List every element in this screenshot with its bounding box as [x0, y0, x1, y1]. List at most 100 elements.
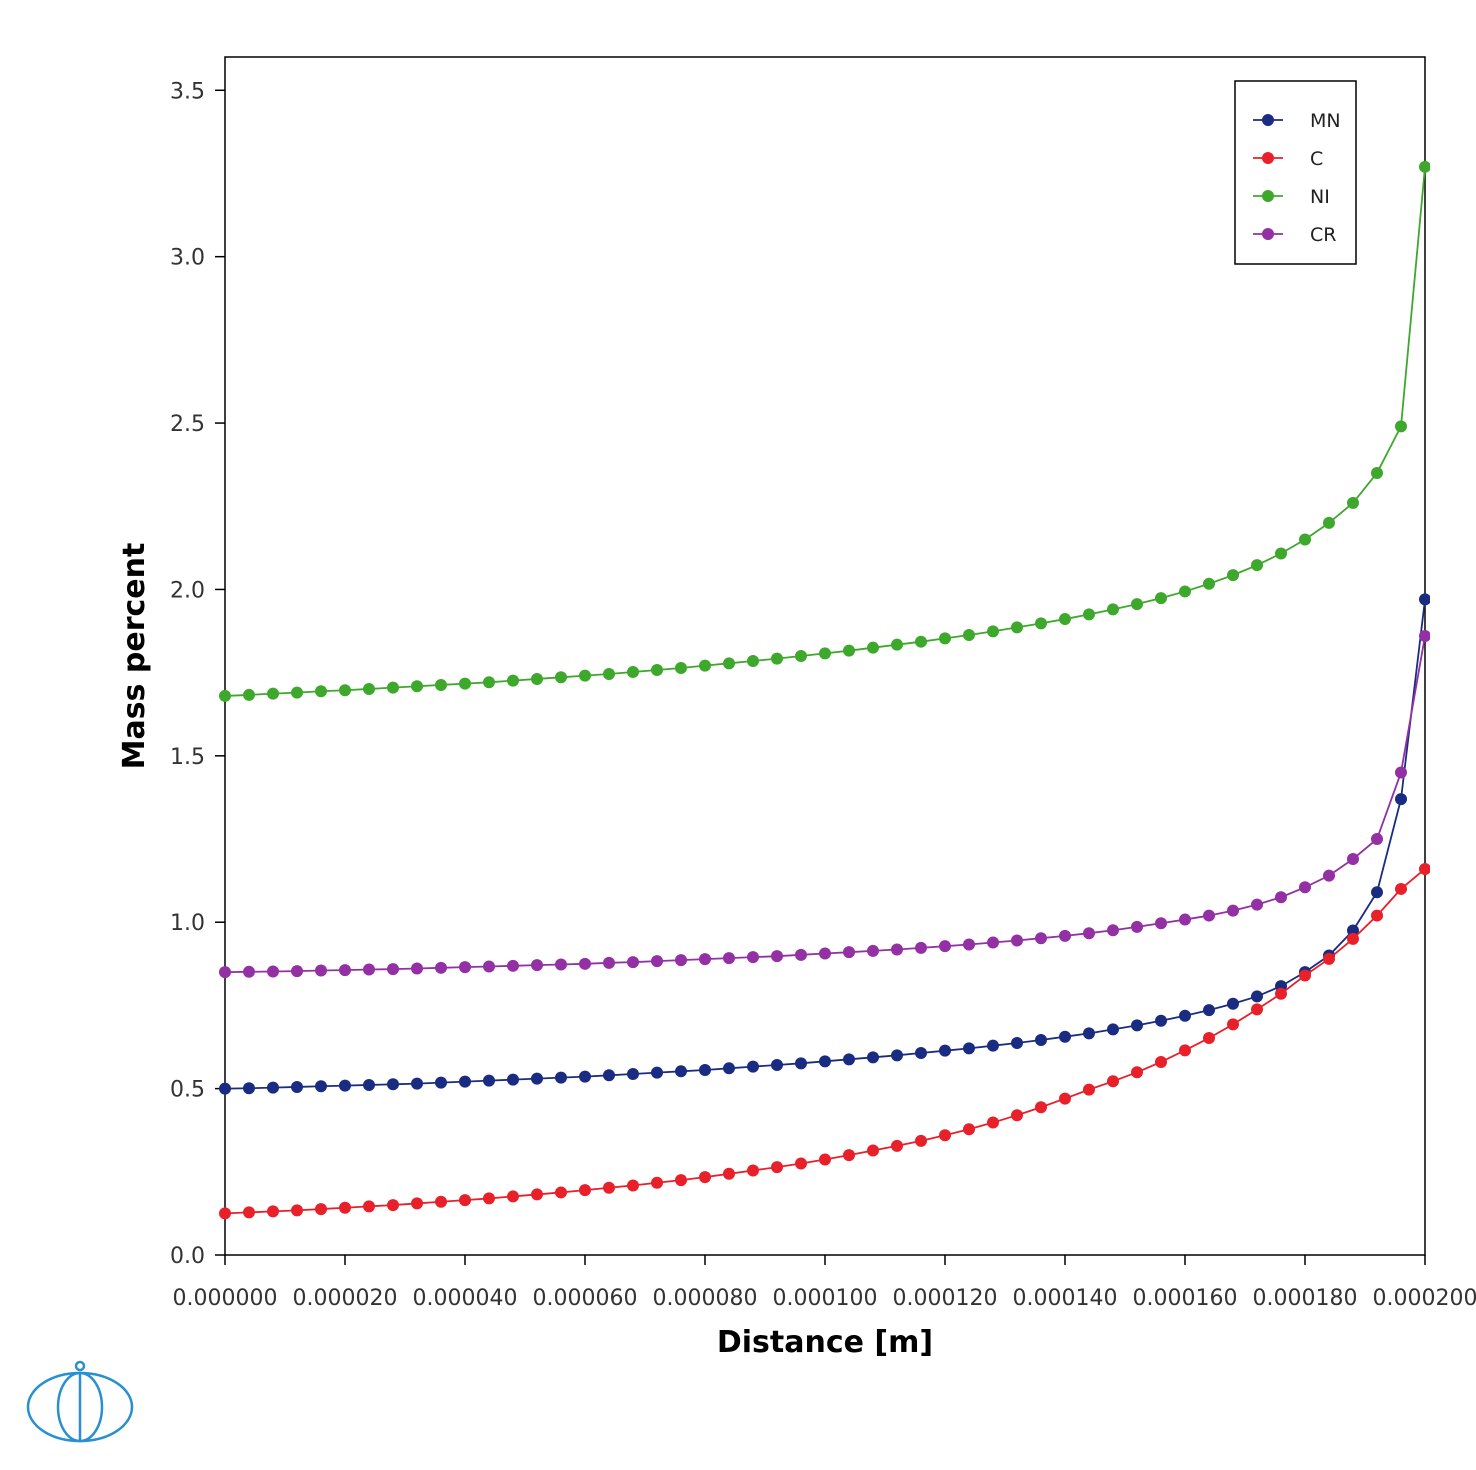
- x-axis-title: Distance [m]: [717, 1325, 933, 1360]
- data-point-ni: [1011, 621, 1023, 634]
- data-point-c: [1059, 1092, 1071, 1105]
- data-point-ni: [1035, 617, 1047, 630]
- data-point-c: [507, 1190, 519, 1203]
- data-point-c: [891, 1139, 903, 1152]
- data-point-mn: [291, 1080, 303, 1093]
- y-tick-label: 1.0: [170, 911, 205, 936]
- data-point-cr: [1419, 630, 1430, 643]
- data-point-mn: [891, 1049, 903, 1062]
- data-point-cr: [1203, 909, 1215, 922]
- data-point-cr: [1011, 934, 1023, 947]
- data-point-ni: [1083, 608, 1095, 621]
- data-point-ni: [891, 638, 903, 651]
- data-point-cr: [1227, 904, 1239, 917]
- data-point-cr: [1155, 917, 1167, 930]
- data-point-ni: [291, 686, 303, 699]
- data-point-mn: [915, 1047, 927, 1060]
- data-point-mn: [1395, 793, 1407, 806]
- data-point-cr: [483, 960, 495, 973]
- data-point-ni: [339, 684, 351, 697]
- data-point-cr: [915, 941, 927, 954]
- x-tick-label: 0.000040: [413, 1286, 518, 1311]
- legend-swatch-marker: [1262, 152, 1274, 164]
- data-point-cr: [795, 948, 807, 961]
- legend-swatch-marker: [1262, 114, 1274, 126]
- data-point-mn: [1131, 1019, 1143, 1032]
- y-axis-title: Mass percent: [117, 543, 152, 770]
- data-point-ni: [1299, 533, 1311, 546]
- data-point-c: [987, 1116, 999, 1129]
- data-point-ni: [531, 672, 543, 685]
- data-point-cr: [747, 951, 759, 964]
- data-point-ni: [987, 625, 999, 638]
- data-point-c: [243, 1206, 255, 1219]
- data-point-c: [459, 1194, 471, 1207]
- data-point-ni: [1371, 466, 1383, 479]
- data-point-c: [1419, 862, 1430, 875]
- y-tick-label: 0.5: [170, 1078, 205, 1103]
- data-point-c: [675, 1174, 687, 1187]
- legend-label: NI: [1310, 186, 1330, 208]
- data-point-c: [363, 1200, 375, 1213]
- data-point-mn: [483, 1074, 495, 1087]
- data-point-cr: [339, 964, 351, 977]
- data-point-c: [339, 1201, 351, 1214]
- legend-item-ni: NI: [1253, 186, 1330, 208]
- data-point-mn: [1419, 593, 1430, 606]
- data-point-ni: [459, 677, 471, 690]
- data-point-cr: [939, 940, 951, 953]
- data-point-c: [387, 1199, 399, 1212]
- data-point-c: [1299, 969, 1311, 982]
- data-point-cr: [819, 947, 831, 960]
- y-axis-ticks: 0.0 0.5 1.0 1.5 2.0 2.5 3.0 3.5: [170, 79, 225, 1269]
- data-point-cr: [603, 956, 615, 969]
- data-point-mn: [1035, 1034, 1047, 1047]
- data-point-mn: [747, 1060, 759, 1073]
- data-point-mn: [267, 1081, 279, 1094]
- data-point-c: [627, 1179, 639, 1192]
- data-point-cr: [435, 961, 447, 974]
- legend-item-c: C: [1253, 148, 1323, 170]
- data-point-mn: [411, 1077, 423, 1090]
- data-point-ni: [699, 659, 711, 672]
- data-point-ni: [843, 644, 855, 657]
- data-point-ni: [579, 669, 591, 682]
- data-point-mn: [1107, 1023, 1119, 1036]
- data-point-c: [435, 1195, 447, 1208]
- data-point-cr: [1323, 869, 1335, 882]
- data-point-ni: [243, 688, 255, 701]
- data-point-mn: [531, 1072, 543, 1085]
- legend-swatch-marker: [1262, 228, 1274, 240]
- data-point-ni: [1275, 547, 1287, 560]
- data-point-ni: [411, 680, 423, 693]
- data-point-cr: [243, 965, 255, 978]
- data-point-ni: [627, 665, 639, 678]
- data-point-cr: [891, 943, 903, 956]
- data-point-cr: [1083, 927, 1095, 940]
- data-point-c: [1107, 1075, 1119, 1088]
- y-tick-label: 2.0: [170, 578, 205, 603]
- data-point-cr: [963, 938, 975, 951]
- data-point-ni: [819, 647, 831, 660]
- data-point-ni: [675, 661, 687, 674]
- data-point-mn: [1155, 1014, 1167, 1027]
- series-c: [219, 862, 1430, 1220]
- data-point-cr: [267, 965, 279, 978]
- data-point-ni: [939, 632, 951, 645]
- data-point-cr: [459, 961, 471, 974]
- data-point-ni: [963, 629, 975, 642]
- data-point-c: [843, 1149, 855, 1162]
- data-point-cr: [1371, 833, 1383, 846]
- legend-swatch-marker: [1262, 190, 1274, 202]
- data-point-c: [747, 1164, 759, 1177]
- data-point-c: [699, 1171, 711, 1184]
- x-axis-ticks: 0.000000 0.000020 0.000040 0.000060 0.000080…: [173, 1255, 1476, 1311]
- data-point-mn: [1083, 1027, 1095, 1040]
- data-point-mn: [699, 1063, 711, 1076]
- data-point-c: [1179, 1044, 1191, 1057]
- data-point-ni: [387, 681, 399, 694]
- data-point-mn: [771, 1058, 783, 1071]
- data-point-c: [939, 1129, 951, 1142]
- data-point-c: [291, 1204, 303, 1217]
- data-point-c: [1011, 1109, 1023, 1122]
